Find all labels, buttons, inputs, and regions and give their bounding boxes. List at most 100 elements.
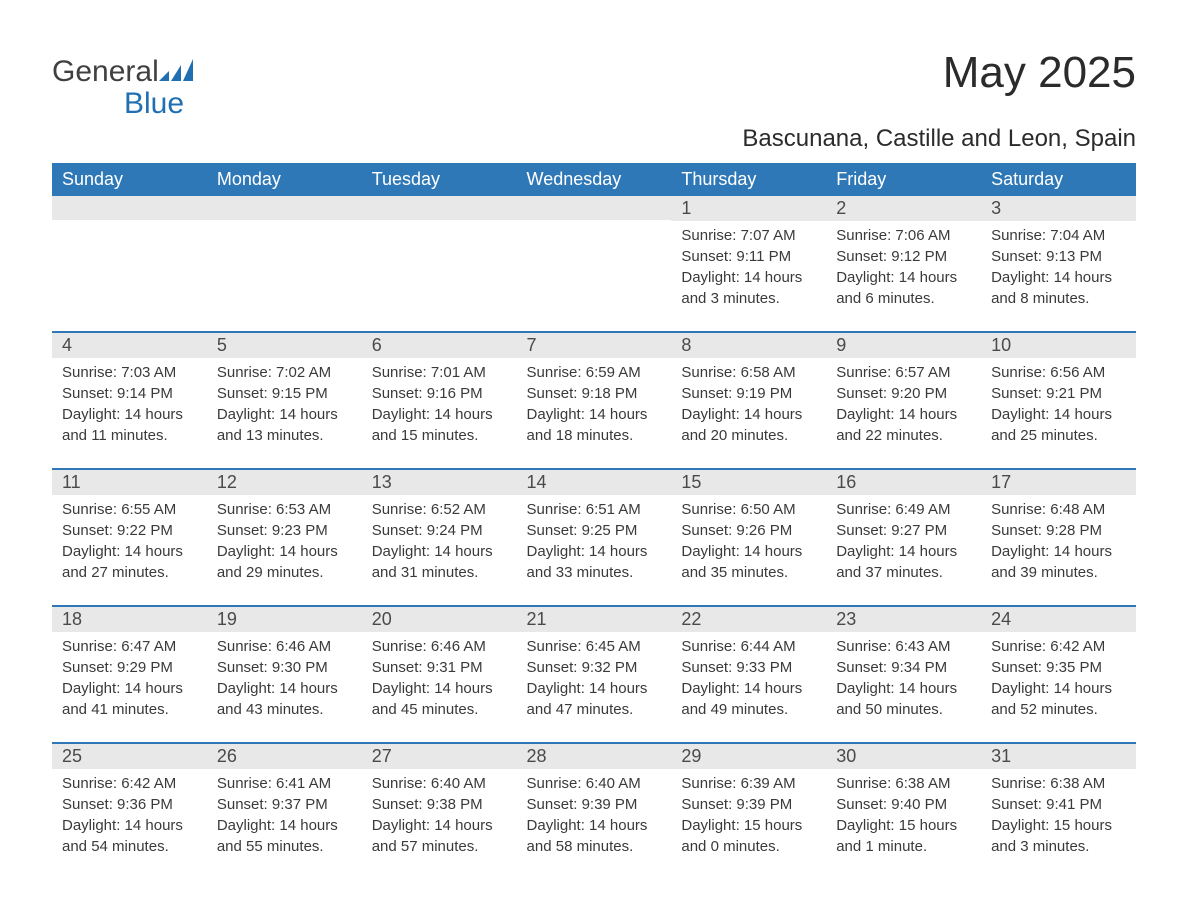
day-number: 6 bbox=[362, 333, 517, 358]
day-number: 18 bbox=[52, 607, 207, 632]
day-number: 16 bbox=[826, 470, 981, 495]
daylight-text: Daylight: 14 hours and 58 minutes. bbox=[527, 815, 662, 857]
calendar-day-cell: 24Sunrise: 6:42 AMSunset: 9:35 PMDayligh… bbox=[981, 606, 1136, 743]
daylight-text: Daylight: 14 hours and 49 minutes. bbox=[681, 678, 816, 720]
calendar-day-cell bbox=[517, 196, 672, 332]
daylight-text: Daylight: 14 hours and 43 minutes. bbox=[217, 678, 352, 720]
calendar-day-cell bbox=[362, 196, 517, 332]
daylight-text: Daylight: 14 hours and 57 minutes. bbox=[372, 815, 507, 857]
calendar-week-row: 25 Sunrise: 6:42 AMSunset: 9:36 PM Dayligh… bbox=[52, 743, 1136, 879]
calendar-day-cell: 1Sunrise: 7:07 AMSunset: 9:11 PMDaylight… bbox=[671, 196, 826, 332]
sunset-text: Sunset: 9:34 PM bbox=[836, 657, 971, 678]
sunrise-text: Sunrise: 6:44 AM bbox=[681, 636, 816, 657]
calendar-day-cell: 13Sunrise: 6:52 AMSunset: 9:24 PMDayligh… bbox=[362, 469, 517, 606]
sunrise-text: Sunrise: 6:50 AM bbox=[681, 499, 816, 520]
sunrise-text: Sunrise: 6:38 AM bbox=[836, 773, 971, 794]
daylight-text: Daylight: 15 hours and 1 minute. bbox=[836, 815, 971, 857]
daylight-text: Daylight: 14 hours and 50 minutes. bbox=[836, 678, 971, 720]
day-number: 4 bbox=[52, 333, 207, 358]
day-details: Sunrise: 6:55 AMSunset: 9:22 PMDaylight:… bbox=[52, 495, 207, 583]
sunset-text: Sunset: 9:38 PM bbox=[372, 794, 507, 815]
daylight-text: Daylight: 14 hours and 41 minutes. bbox=[62, 678, 197, 720]
daylight-text: Daylight: 14 hours and 11 minutes. bbox=[62, 404, 197, 446]
daylight-text: Daylight: 14 hours and 27 minutes. bbox=[62, 541, 197, 583]
daylight-text: Daylight: 14 hours and 37 minutes. bbox=[836, 541, 971, 583]
sunrise-text: Sunrise: 6:42 AM bbox=[62, 773, 197, 794]
day-number: 20 bbox=[362, 607, 517, 632]
sunrise-text: Sunrise: 7:01 AM bbox=[372, 362, 507, 383]
sunrise-text: Sunrise: 6:42 AM bbox=[991, 636, 1126, 657]
sunrise-text: Sunrise: 6:51 AM bbox=[527, 499, 662, 520]
sunset-text: Sunset: 9:12 PM bbox=[836, 246, 971, 267]
day-number: 3 bbox=[981, 196, 1136, 221]
daylight-text: Daylight: 14 hours and 33 minutes. bbox=[527, 541, 662, 583]
day-details: Sunrise: 6:57 AMSunset: 9:20 PMDaylight:… bbox=[826, 358, 981, 446]
sunset-text: Sunset: 9:33 PM bbox=[681, 657, 816, 678]
weekday-header: Thursday bbox=[671, 163, 826, 196]
day-number: 25 bbox=[52, 744, 207, 769]
sunrise-text: Sunrise: 7:06 AM bbox=[836, 225, 971, 246]
daylight-text: Daylight: 14 hours and 13 minutes. bbox=[217, 404, 352, 446]
sunset-text: Sunset: 9:16 PM bbox=[372, 383, 507, 404]
sunset-text: Sunset: 9:14 PM bbox=[62, 383, 197, 404]
sunset-text: Sunset: 9:39 PM bbox=[681, 794, 816, 815]
calendar-day-cell: 2Sunrise: 7:06 AMSunset: 9:12 PMDaylight… bbox=[826, 196, 981, 332]
day-details: Sunrise: 6:46 AMSunset: 9:31 PMDaylight:… bbox=[362, 632, 517, 720]
weekday-header: Tuesday bbox=[362, 163, 517, 196]
day-details: Sunrise: 6:40 AMSunset: 9:38 PMDaylight:… bbox=[362, 769, 517, 857]
sunrise-text: Sunrise: 6:47 AM bbox=[62, 636, 197, 657]
day-number: 30 bbox=[826, 744, 981, 769]
daylight-text: Daylight: 14 hours and 47 minutes. bbox=[527, 678, 662, 720]
sunset-text: Sunset: 9:27 PM bbox=[836, 520, 971, 541]
sunrise-text: Sunrise: 6:57 AM bbox=[836, 362, 971, 383]
sunrise-text: Sunrise: 6:49 AM bbox=[836, 499, 971, 520]
calendar-day-cell: 6 Sunrise: 7:01 AMSunset: 9:16 PMDaylight… bbox=[362, 332, 517, 469]
day-details: Sunrise: 6:44 AMSunset: 9:33 PMDaylight:… bbox=[671, 632, 826, 720]
weekday-header: Friday bbox=[826, 163, 981, 196]
daylight-text: Daylight: 14 hours and 20 minutes. bbox=[681, 404, 816, 446]
day-details: Sunrise: 6:46 AMSunset: 9:30 PMDaylight:… bbox=[207, 632, 362, 720]
daylight-text: Daylight: 14 hours and 18 minutes. bbox=[527, 404, 662, 446]
calendar-day-cell: 12Sunrise: 6:53 AMSunset: 9:23 PMDayligh… bbox=[207, 469, 362, 606]
day-details: Sunrise: 7:04 AMSunset: 9:13 PMDaylight:… bbox=[981, 221, 1136, 309]
day-number: 26 bbox=[207, 744, 362, 769]
sunset-text: Sunset: 9:19 PM bbox=[681, 383, 816, 404]
day-number: 17 bbox=[981, 470, 1136, 495]
sunrise-text: Sunrise: 6:40 AM bbox=[527, 773, 662, 794]
day-number: 27 bbox=[362, 744, 517, 769]
sunset-text: Sunset: 9:31 PM bbox=[372, 657, 507, 678]
page-title: May 2025 bbox=[943, 48, 1136, 98]
logo-text: General Blue bbox=[52, 56, 197, 119]
sunrise-text: Sunrise: 7:07 AM bbox=[681, 225, 816, 246]
sunset-text: Sunset: 9:39 PM bbox=[527, 794, 662, 815]
day-number: 24 bbox=[981, 607, 1136, 632]
calendar-day-cell: 31Sunrise: 6:38 AMSunset: 9:41 PMDayligh… bbox=[981, 743, 1136, 879]
calendar-day-cell: 30Sunrise: 6:38 AMSunset: 9:40 PMDayligh… bbox=[826, 743, 981, 879]
sunset-text: Sunset: 9:24 PM bbox=[372, 520, 507, 541]
sunset-text: Sunset: 9:36 PM bbox=[62, 794, 197, 815]
sunrise-text: Sunrise: 6:46 AM bbox=[217, 636, 352, 657]
sunrise-text: Sunrise: 7:04 AM bbox=[991, 225, 1126, 246]
day-number: 8 bbox=[671, 333, 826, 358]
sunset-text: Sunset: 9:40 PM bbox=[836, 794, 971, 815]
sunrise-text: Sunrise: 6:56 AM bbox=[991, 362, 1126, 383]
calendar-day-cell bbox=[207, 196, 362, 332]
day-number: 7 bbox=[517, 333, 672, 358]
weekday-header: Wednesday bbox=[517, 163, 672, 196]
day-details: Sunrise: 7:06 AMSunset: 9:12 PMDaylight:… bbox=[826, 221, 981, 309]
day-details: Sunrise: 6:38 AMSunset: 9:40 PMDaylight:… bbox=[826, 769, 981, 857]
day-details: Sunrise: 6:47 AMSunset: 9:29 PMDaylight:… bbox=[52, 632, 207, 720]
sunset-text: Sunset: 9:23 PM bbox=[217, 520, 352, 541]
bars-icon bbox=[159, 59, 197, 81]
day-number bbox=[207, 196, 362, 220]
sunrise-text: Sunrise: 7:02 AM bbox=[217, 362, 352, 383]
daylight-text: Daylight: 14 hours and 15 minutes. bbox=[372, 404, 507, 446]
day-details: Sunrise: 6:59 AMSunset: 9:18 PMDaylight:… bbox=[517, 358, 672, 446]
weekday-header-row: Sunday Monday Tuesday Wednesday Thursday… bbox=[52, 163, 1136, 196]
day-number: 29 bbox=[671, 744, 826, 769]
daylight-text: Daylight: 15 hours and 0 minutes. bbox=[681, 815, 816, 857]
day-details: Sunrise: 6:39 AMSunset: 9:39 PMDaylight:… bbox=[671, 769, 826, 857]
day-number: 21 bbox=[517, 607, 672, 632]
sunset-text: Sunset: 9:13 PM bbox=[991, 246, 1126, 267]
day-details: Sunrise: 7:03 AMSunset: 9:14 PMDaylight:… bbox=[52, 358, 207, 446]
